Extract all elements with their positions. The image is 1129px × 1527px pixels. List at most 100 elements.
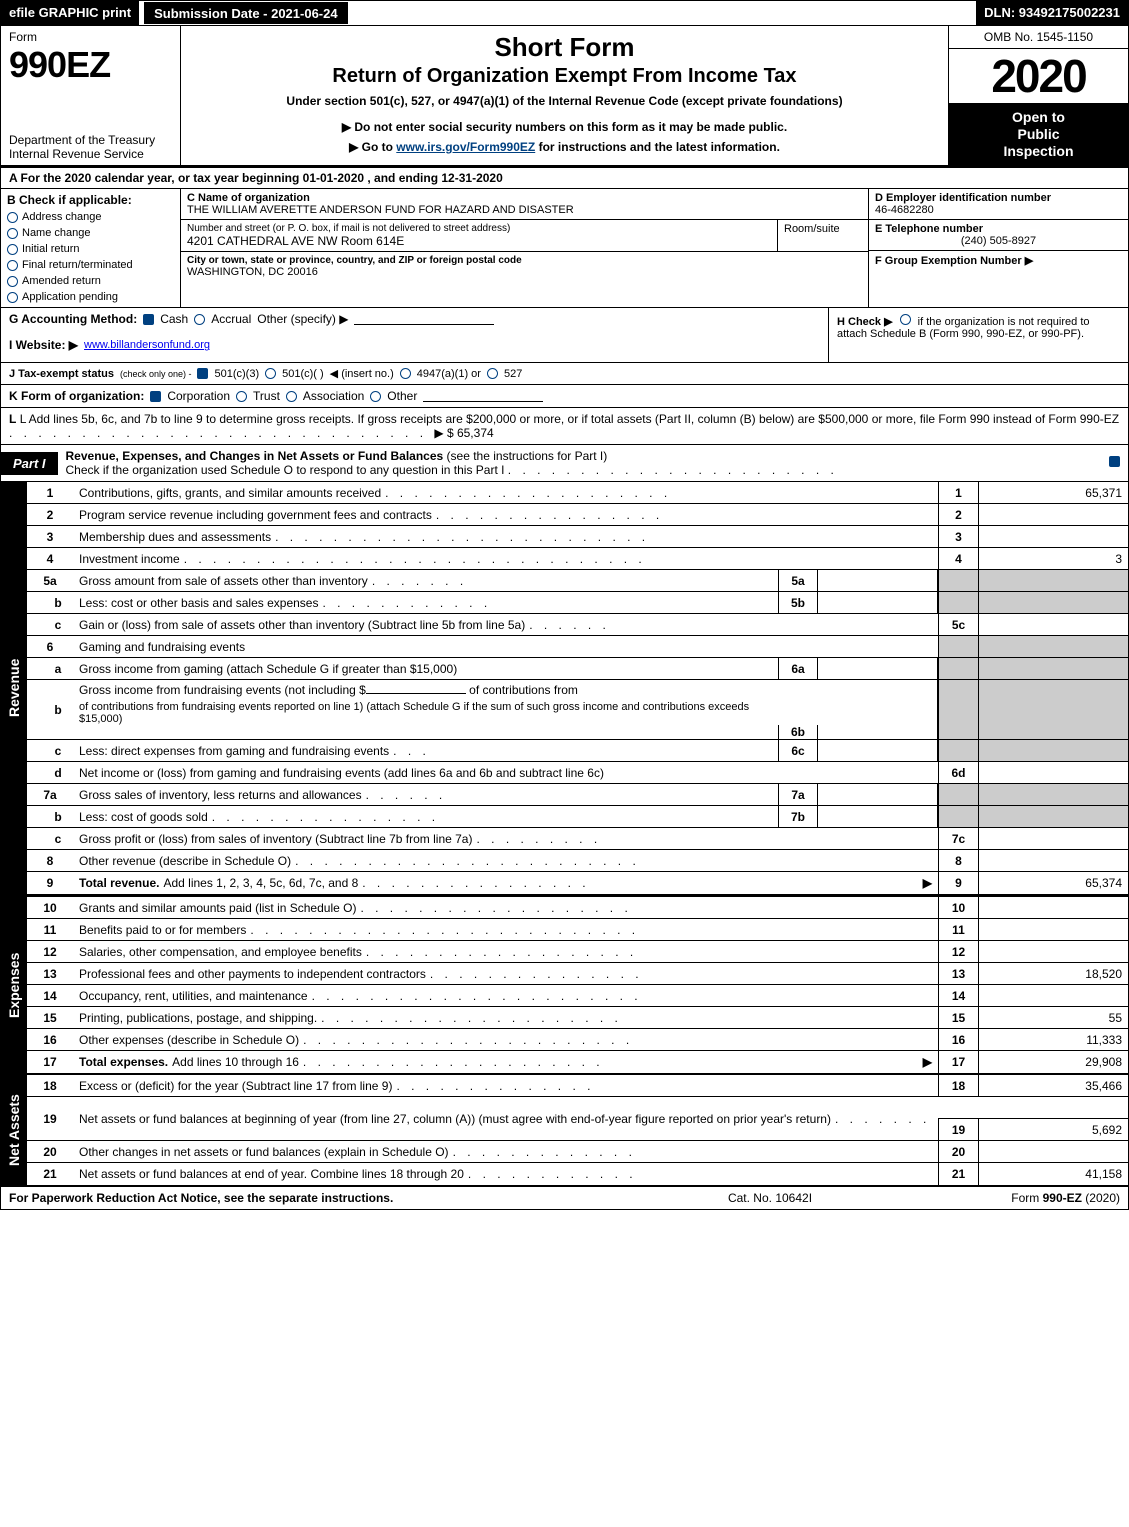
side-label-net-assets: Net Assets — [1, 1075, 27, 1185]
row-desc: Net assets or fund balances at beginning… — [79, 1112, 831, 1126]
outer-num: 13 — [938, 963, 978, 984]
row-num: b — [27, 806, 73, 827]
k-other-blank[interactable] — [423, 390, 543, 402]
row-num: b — [27, 592, 73, 613]
revenue-section: Revenue 1Contributions, gifts, grants, a… — [1, 482, 1128, 897]
opt-final-return[interactable]: Final return/terminated — [7, 259, 174, 271]
radio-accrual[interactable] — [194, 314, 205, 325]
grey-cell — [938, 740, 978, 761]
other-blank[interactable] — [354, 313, 494, 325]
opt-name-change[interactable]: Name change — [7, 227, 174, 239]
row-desc: Grants and similar amounts paid (list in… — [79, 901, 356, 915]
row-num: c — [27, 740, 73, 761]
header-sub2: ▶ Do not enter social security numbers o… — [191, 120, 938, 134]
row-num: 3 — [27, 526, 73, 547]
blank-amount[interactable] — [366, 693, 466, 694]
h-text: H Check ▶ — [837, 316, 893, 328]
grey-cell — [938, 592, 978, 613]
opt-amended-return[interactable]: Amended return — [7, 275, 174, 287]
outer-num: 20 — [938, 1141, 978, 1162]
table-row: 20 Other changes in net assets or fund ba… — [27, 1141, 1128, 1163]
radio-association[interactable] — [286, 391, 297, 402]
opt-application-pending[interactable]: Application pending — [7, 291, 174, 303]
table-row: cGain or (loss) from sale of assets othe… — [27, 614, 1128, 636]
outer-val: 29,908 — [978, 1051, 1128, 1073]
table-row: 18Excess or (deficit) for the year (Subt… — [27, 1075, 1128, 1097]
radio-4947[interactable] — [400, 368, 411, 379]
telephone-label: E Telephone number — [875, 223, 1122, 235]
outer-num: 1 — [938, 482, 978, 503]
row-num: 7a — [27, 784, 73, 805]
radio-527[interactable] — [487, 368, 498, 379]
row-num: 8 — [27, 850, 73, 871]
table-row: cGross profit or (loss) from sales of in… — [27, 828, 1128, 850]
outer-val — [978, 985, 1128, 1006]
irs-link[interactable]: www.irs.gov/Form990EZ — [396, 140, 535, 154]
row-desc: Program service revenue including govern… — [79, 508, 432, 522]
opt-label: Application pending — [22, 291, 118, 303]
opt-label: Name change — [22, 227, 91, 239]
row-num: 13 — [27, 963, 73, 984]
opt-other: Other (specify) ▶ — [257, 312, 348, 326]
grey-cell — [978, 658, 1128, 679]
checkbox-corporation-checked[interactable] — [150, 391, 161, 402]
radio-icon — [7, 228, 18, 239]
opt-address-change[interactable]: Address change — [7, 211, 174, 223]
checkbox-501c3-checked[interactable] — [197, 368, 208, 379]
opt-accrual: Accrual — [211, 312, 251, 326]
sub3-post: for instructions and the latest informat… — [535, 140, 780, 154]
radio-501c[interactable] — [265, 368, 276, 379]
grey-cell — [938, 784, 978, 805]
efile-print-label[interactable]: efile GRAPHIC print — [1, 1, 139, 25]
row-desc: Gaming and fundraising events — [79, 640, 245, 654]
outer-val — [978, 919, 1128, 940]
top-bar: efile GRAPHIC print Submission Date - 20… — [1, 1, 1128, 25]
entity-block: B Check if applicable: Address change Na… — [1, 189, 1128, 308]
row-desc: Gross sales of inventory, less returns a… — [79, 788, 362, 802]
department-label: Department of the Treasury Internal Reve… — [9, 133, 172, 161]
row-desc-1: Gross income from fundraising events (no… — [79, 683, 366, 697]
outer-val — [978, 941, 1128, 962]
table-row: 13 Professional fees and other payments t… — [27, 963, 1128, 985]
line-g-h-block: G Accounting Method: Cash Accrual Other … — [1, 308, 1128, 363]
inner-num: 6a — [778, 658, 818, 679]
radio-trust[interactable] — [236, 391, 247, 402]
opt-initial-return[interactable]: Initial return — [7, 243, 174, 255]
ein-value: 46-4682280 — [875, 204, 1122, 216]
row-num: 4 — [27, 548, 73, 569]
outer-val: 18,520 — [978, 963, 1128, 984]
row-num: a — [27, 658, 73, 679]
grey-cell — [938, 658, 978, 679]
outer-num: 4 — [938, 548, 978, 569]
checkbox-schedule-o-checked[interactable] — [1109, 456, 1120, 467]
checkbox-cash-checked[interactable] — [143, 314, 154, 325]
row-desc: Other changes in net assets or fund bala… — [79, 1145, 449, 1159]
table-row: aGross income from gaming (attach Schedu… — [27, 658, 1128, 680]
street-address: 4201 CATHEDRAL AVE NW Room 614E — [187, 234, 771, 248]
radio-h[interactable] — [900, 314, 911, 325]
table-row: 11Benefits paid to or for members. . . .… — [27, 919, 1128, 941]
outer-val — [978, 897, 1128, 918]
row-num: 10 — [27, 897, 73, 918]
street-label: Number and street (or P. O. box, if mail… — [187, 223, 771, 234]
table-row: 19Net assets or fund balances at beginni… — [27, 1097, 1128, 1141]
topbar-spacer — [349, 1, 977, 25]
outer-val — [978, 762, 1128, 783]
radio-other[interactable] — [370, 391, 381, 402]
outer-num: 6d — [938, 762, 978, 783]
radio-icon — [7, 212, 18, 223]
website-link[interactable]: www.billandersonfund.org — [84, 339, 210, 351]
grey-cell — [978, 570, 1128, 591]
grey-cell — [978, 592, 1128, 613]
row-desc: Less: direct expenses from gaming and fu… — [79, 744, 389, 758]
title-return: Return of Organization Exempt From Incom… — [191, 65, 938, 88]
part-1-title: Revenue, Expenses, and Changes in Net As… — [66, 449, 444, 463]
outer-num: 14 — [938, 985, 978, 1006]
outer-num: 2 — [938, 504, 978, 525]
row-desc: Investment income — [79, 552, 180, 566]
table-row: c Less: direct expenses from gaming and f… — [27, 740, 1128, 762]
inner-val — [818, 592, 938, 613]
l-value: $ 65,374 — [447, 426, 494, 440]
outer-num: 10 — [938, 897, 978, 918]
row-desc: Professional fees and other payments to … — [79, 967, 426, 981]
